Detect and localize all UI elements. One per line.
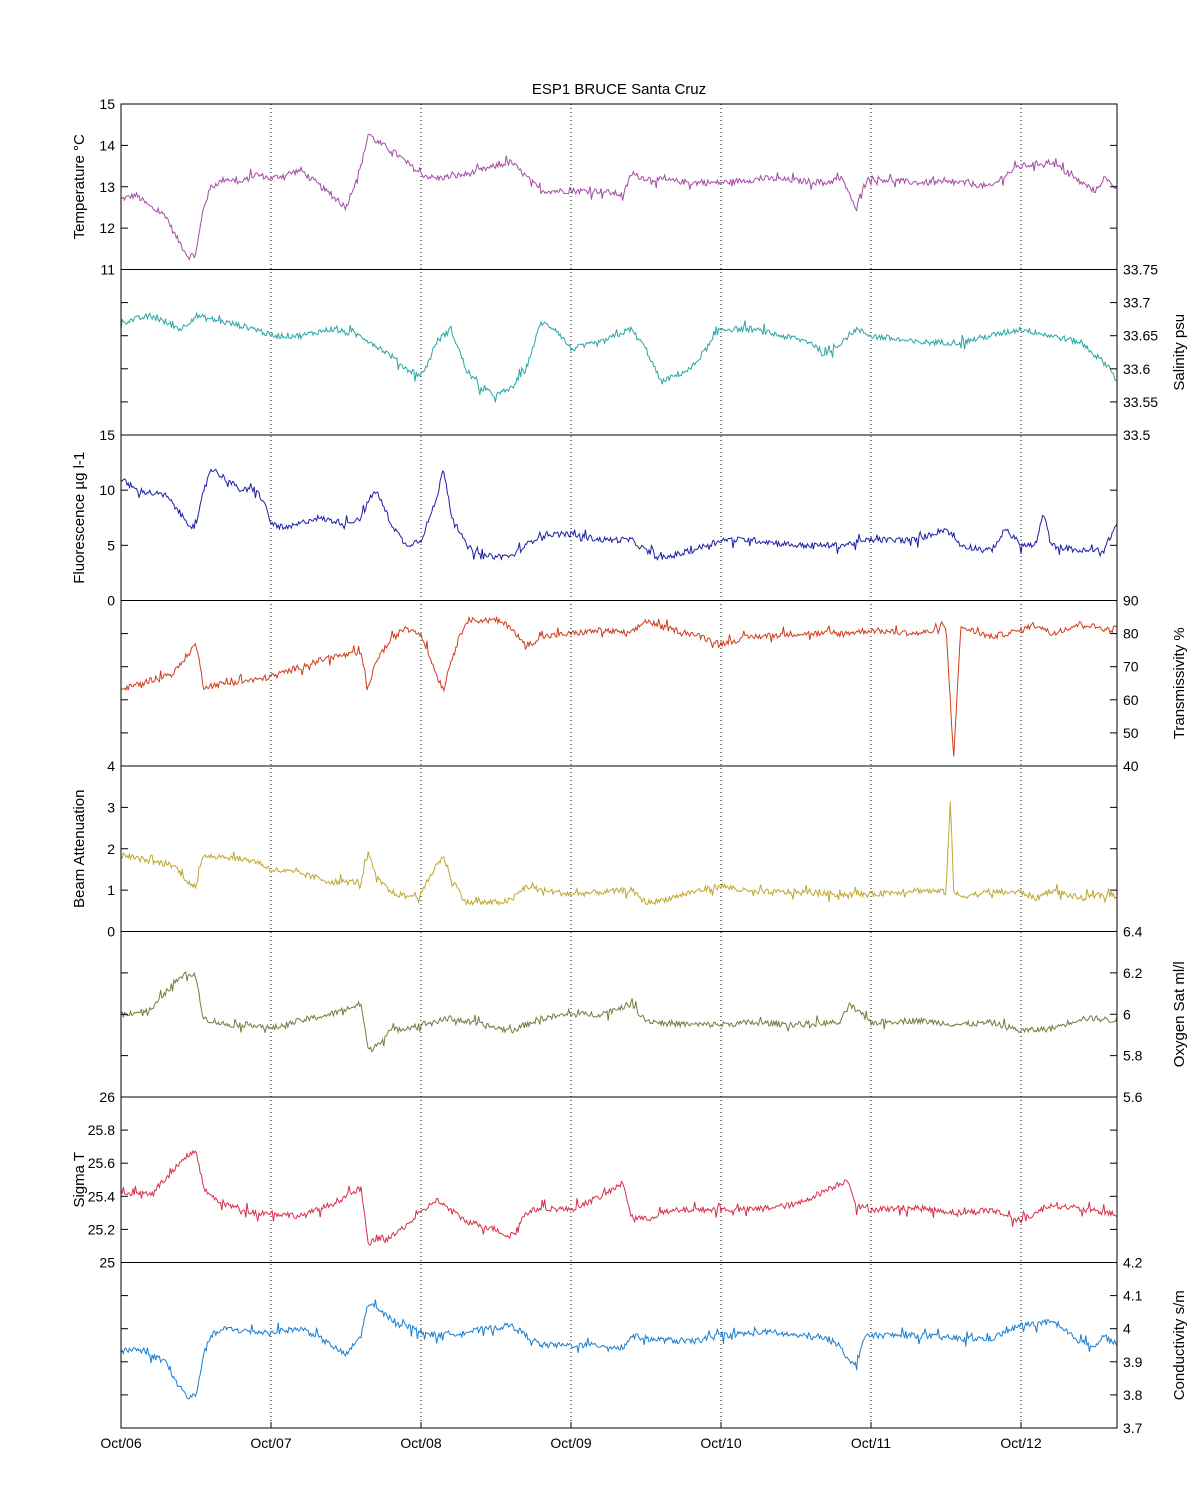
y-tick-label-temperature: 14 [99,137,115,153]
y-tick-label-salinity: 33.5 [1123,427,1150,443]
y-tick-label-oxygen_sat: 6.2 [1123,965,1143,981]
y-tick-label-sigma_t: 25.4 [88,1188,115,1204]
series-line-beam_attenuation [120,801,1118,906]
y-axis-label-transmissivity: Transmissivity % [1171,627,1188,739]
y-tick-label-temperature: 12 [99,220,115,236]
y-tick-label-fluorescence: 5 [107,537,115,553]
series-line-oxygen_sat [121,971,1118,1053]
y-axis-label-fluorescence: Fluorescence µg l-1 [71,452,88,584]
series-lines [120,133,1118,1400]
y-tick-label-fluorescence: 10 [99,482,115,498]
y-tick-label-beam_attenuation: 1 [107,882,115,898]
series-line-salinity [120,311,1118,403]
y-axis-label-temperature: Temperature °C [71,134,88,239]
y-axis-label-beam_attenuation: Beam Attenuation [71,790,88,908]
y-axis-label-oxygen_sat: Oxygen Sat ml/l [1171,961,1188,1067]
series-line-temperature [120,133,1118,261]
y-axis-label-sigma_t: Sigma T [71,1152,88,1208]
y-tick-label-temperature: 11 [100,262,115,278]
x-tick-label: Oct/11 [851,1435,891,1451]
y-tick-label-salinity: 33.75 [1123,262,1158,278]
y-tick-label-transmissivity: 40 [1123,758,1139,774]
x-tick-label: Oct/08 [400,1435,441,1451]
y-axis-label-salinity: Salinity psu [1171,314,1188,391]
y-tick-label-beam_attenuation: 3 [107,799,115,815]
y-tick-label-oxygen_sat: 5.8 [1123,1048,1143,1064]
y-tick-label-transmissivity: 60 [1123,692,1139,708]
x-tick-label: Oct/06 [100,1435,141,1451]
axis-labels: Oct/06 Oct/07 Oct/08 Oct/09 Oct/10 Oct/11 Oct/… [71,96,1188,1451]
y-tick-label-beam_attenuation: 0 [107,924,115,940]
y-tick-label-salinity: 33.55 [1123,394,1158,410]
x-tick-label: Oct/10 [700,1435,741,1451]
axes [120,103,1118,1429]
series-line-fluorescence [120,468,1118,561]
y-tick-label-conductivity: 4.1 [1123,1288,1143,1304]
y-tick-label-salinity: 33.65 [1123,328,1158,344]
y-tick-label-temperature: 15 [99,96,115,112]
x-tick-label: Oct/12 [1000,1435,1041,1451]
panel-frame-conductivity [120,1262,1118,1429]
y-tick-label-conductivity: 3.9 [1123,1354,1143,1370]
y-tick-label-transmissivity: 70 [1123,659,1139,675]
y-tick-label-conductivity: 3.8 [1123,1387,1143,1403]
x-tick-label: Oct/07 [250,1435,291,1451]
series-line-conductivity [120,1299,1118,1400]
y-tick-label-transmissivity: 80 [1123,626,1139,642]
y-tick-label-oxygen_sat: 5.6 [1123,1089,1143,1105]
chart-title: ESP1 BRUCE Santa Cruz [532,81,706,98]
y-tick-label-transmissivity: 50 [1123,725,1139,741]
y-tick-label-transmissivity: 90 [1123,593,1139,609]
y-tick-label-sigma_t: 25.2 [88,1221,115,1237]
y-tick-label-conductivity: 4 [1123,1321,1131,1337]
y-tick-label-sigma_t: 25.6 [88,1155,115,1171]
y-tick-label-conductivity: 4.2 [1123,1255,1143,1271]
y-tick-label-sigma_t: 25.8 [88,1122,115,1138]
y-axis-label-conductivity: Conductivity s/m [1171,1290,1188,1400]
gridlines [270,104,1022,1428]
y-tick-label-conductivity: 3.7 [1123,1420,1143,1436]
y-tick-label-beam_attenuation: 2 [107,841,115,857]
y-tick-label-salinity: 33.6 [1123,361,1150,377]
y-tick-label-sigma_t: 26 [99,1089,115,1105]
y-tick-label-fluorescence: 0 [107,593,115,609]
y-tick-label-beam_attenuation: 4 [107,758,115,774]
x-tick-label: Oct/09 [550,1435,591,1451]
y-tick-label-salinity: 33.7 [1123,295,1150,311]
y-tick-label-temperature: 13 [99,179,115,195]
y-tick-label-sigma_t: 25 [99,1255,115,1271]
series-line-transmissivity [121,615,1118,757]
series-line-sigma_t [120,1149,1118,1246]
y-tick-label-oxygen_sat: 6 [1123,1006,1131,1022]
y-tick-label-fluorescence: 15 [99,427,115,443]
y-tick-label-oxygen_sat: 6.4 [1123,924,1143,940]
